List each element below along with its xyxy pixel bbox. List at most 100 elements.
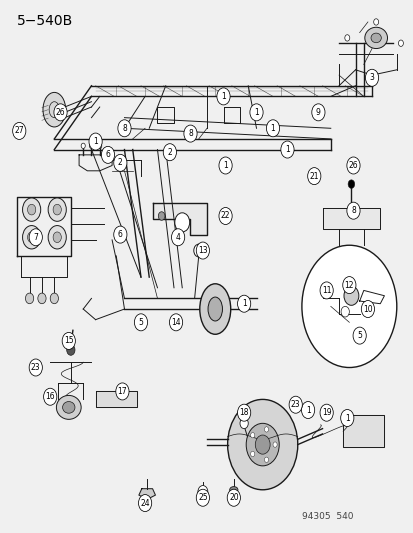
Circle shape bbox=[280, 141, 293, 158]
Circle shape bbox=[340, 409, 353, 426]
Text: 8: 8 bbox=[122, 124, 126, 133]
Text: 1: 1 bbox=[223, 161, 228, 170]
Circle shape bbox=[218, 157, 232, 174]
Text: 1: 1 bbox=[285, 145, 289, 154]
Text: 5: 5 bbox=[138, 318, 143, 327]
Text: 1: 1 bbox=[241, 299, 246, 308]
Text: 7: 7 bbox=[33, 233, 38, 242]
Text: 22: 22 bbox=[220, 212, 230, 221]
Polygon shape bbox=[153, 203, 206, 235]
Circle shape bbox=[301, 401, 314, 418]
Circle shape bbox=[237, 404, 250, 421]
Circle shape bbox=[250, 451, 254, 457]
Circle shape bbox=[48, 198, 66, 221]
Circle shape bbox=[101, 147, 114, 164]
Circle shape bbox=[319, 404, 332, 421]
Circle shape bbox=[81, 143, 85, 149]
Text: 19: 19 bbox=[321, 408, 331, 417]
Text: 25: 25 bbox=[197, 493, 207, 502]
Polygon shape bbox=[95, 391, 137, 407]
Text: 24: 24 bbox=[140, 498, 150, 507]
Circle shape bbox=[134, 314, 147, 331]
Text: 94305  540: 94305 540 bbox=[301, 512, 353, 521]
Circle shape bbox=[196, 489, 209, 506]
Circle shape bbox=[38, 293, 46, 304]
Circle shape bbox=[307, 167, 320, 184]
Circle shape bbox=[397, 40, 402, 46]
Circle shape bbox=[163, 144, 176, 161]
Text: 9: 9 bbox=[315, 108, 320, 117]
Circle shape bbox=[54, 104, 67, 121]
Text: 26: 26 bbox=[56, 108, 65, 117]
Circle shape bbox=[343, 286, 358, 305]
Circle shape bbox=[246, 423, 278, 466]
Circle shape bbox=[53, 232, 61, 243]
Ellipse shape bbox=[199, 284, 230, 334]
Text: 13: 13 bbox=[197, 246, 207, 255]
Circle shape bbox=[171, 229, 184, 246]
Circle shape bbox=[66, 345, 75, 356]
Ellipse shape bbox=[229, 487, 237, 493]
Text: 5: 5 bbox=[356, 331, 361, 340]
Circle shape bbox=[344, 35, 349, 41]
Circle shape bbox=[22, 198, 40, 221]
Text: 17: 17 bbox=[117, 387, 127, 396]
Text: 6: 6 bbox=[105, 150, 110, 159]
Circle shape bbox=[27, 204, 36, 215]
Text: 1: 1 bbox=[93, 137, 98, 146]
Circle shape bbox=[22, 225, 40, 249]
Circle shape bbox=[237, 295, 250, 312]
Circle shape bbox=[311, 104, 324, 121]
Circle shape bbox=[89, 143, 93, 149]
Circle shape bbox=[361, 301, 374, 318]
Text: 1: 1 bbox=[344, 414, 349, 423]
Circle shape bbox=[255, 435, 269, 454]
Circle shape bbox=[29, 359, 42, 376]
Circle shape bbox=[266, 120, 279, 137]
Text: 8: 8 bbox=[350, 206, 355, 215]
Ellipse shape bbox=[364, 27, 387, 49]
Text: 21: 21 bbox=[309, 172, 318, 181]
Text: 5−540B: 5−540B bbox=[17, 14, 73, 28]
Circle shape bbox=[216, 88, 230, 105]
Circle shape bbox=[183, 125, 197, 142]
Polygon shape bbox=[322, 208, 380, 229]
Circle shape bbox=[264, 427, 268, 432]
Circle shape bbox=[89, 133, 102, 150]
Circle shape bbox=[227, 489, 240, 506]
Text: 20: 20 bbox=[228, 493, 238, 502]
Circle shape bbox=[346, 202, 359, 219]
Circle shape bbox=[249, 104, 263, 121]
Circle shape bbox=[118, 120, 131, 137]
Circle shape bbox=[27, 232, 36, 243]
Text: 12: 12 bbox=[344, 280, 353, 289]
Polygon shape bbox=[359, 290, 384, 304]
Circle shape bbox=[29, 229, 42, 246]
Circle shape bbox=[193, 244, 203, 257]
Circle shape bbox=[288, 396, 301, 413]
Circle shape bbox=[319, 282, 332, 299]
Text: 15: 15 bbox=[64, 336, 74, 345]
Circle shape bbox=[116, 383, 129, 400]
Circle shape bbox=[138, 495, 151, 512]
Circle shape bbox=[50, 293, 58, 304]
Circle shape bbox=[13, 123, 26, 140]
Circle shape bbox=[218, 207, 232, 224]
Ellipse shape bbox=[207, 297, 222, 321]
Text: 3: 3 bbox=[369, 73, 374, 82]
Circle shape bbox=[97, 143, 102, 149]
Circle shape bbox=[342, 277, 355, 294]
Circle shape bbox=[373, 19, 378, 25]
Ellipse shape bbox=[43, 92, 66, 127]
Circle shape bbox=[365, 69, 378, 86]
Polygon shape bbox=[139, 489, 155, 499]
Text: 2: 2 bbox=[167, 148, 172, 157]
Circle shape bbox=[114, 226, 127, 243]
Text: 8: 8 bbox=[188, 129, 192, 138]
Circle shape bbox=[196, 242, 209, 259]
Circle shape bbox=[264, 457, 268, 463]
Text: 23: 23 bbox=[290, 400, 300, 409]
Circle shape bbox=[114, 155, 127, 171]
Text: 14: 14 bbox=[171, 318, 180, 327]
Text: 1: 1 bbox=[254, 108, 258, 117]
